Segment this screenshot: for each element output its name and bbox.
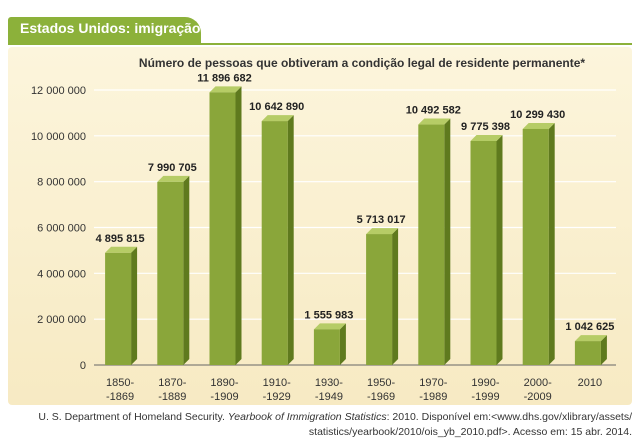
header-tab (8, 17, 201, 43)
bar-value-label: 11 896 682 (197, 72, 251, 84)
bar-side (183, 175, 190, 365)
bar (209, 86, 242, 365)
bar (470, 134, 503, 365)
bar-value-label: 1 042 625 (565, 321, 614, 333)
x-tick-label: -1969 (367, 391, 395, 403)
bar (105, 246, 138, 365)
bar-top (261, 115, 294, 122)
bar-side (131, 246, 138, 365)
chart-title: Número de pessoas que obtiveram a condiç… (139, 56, 585, 70)
bar-front (522, 128, 549, 365)
bar-top (313, 323, 346, 330)
x-tick-label: -1999 (471, 391, 499, 403)
x-tick-label: -1989 (419, 391, 447, 403)
bar-front (261, 121, 288, 366)
bar-top (470, 134, 503, 141)
source-line2: statistics/yearbook/2010/ois_yb_2010.pdf… (308, 426, 632, 438)
bar-top (366, 228, 399, 235)
bar-top (418, 118, 451, 125)
bar (261, 115, 294, 366)
bar-side (339, 323, 346, 365)
bar-front (313, 329, 340, 365)
bar-front (209, 92, 236, 365)
bar-front (105, 252, 132, 365)
x-tick-label: 1870- (158, 377, 186, 389)
bar-value-label: 10 299 430 (510, 109, 565, 121)
y-tick-label: 6 000 000 (37, 223, 86, 235)
bar-side (444, 118, 451, 365)
y-tick-label: 0 (80, 360, 86, 372)
bar-front (418, 124, 445, 365)
bar-value-label: 7 990 705 (148, 162, 197, 174)
bar (157, 175, 190, 365)
bar-value-label: 1 555 983 (304, 309, 353, 321)
bar-side (392, 228, 399, 365)
x-tick-label: 1850- (106, 377, 134, 389)
bars (105, 86, 607, 366)
bar-top (522, 122, 555, 129)
bar (366, 228, 399, 365)
bar (313, 323, 346, 365)
value-labels: 4 895 815 7 990 705 11 896 682 10 642 890 1 … (96, 72, 615, 333)
page-title: Estados Unidos: imigração (20, 20, 201, 36)
bar-top (157, 175, 190, 182)
bar-value-label: 4 895 815 (96, 233, 145, 245)
bar-value-label: 9 775 398 (461, 121, 510, 133)
x-tick-label: 2000- (524, 377, 552, 389)
bar-value-label: 10 492 582 (406, 105, 461, 117)
source-suffix: : 2010. Disponível em:<www.dhs.gov/xlibr… (386, 411, 632, 423)
bar-value-label: 5 713 017 (357, 214, 406, 226)
bar-front (470, 140, 497, 365)
bar-side (496, 134, 503, 365)
x-axis-ticks: 1850- -1869 1870- -1889 1890- -1909 1910- -1929… (106, 377, 602, 403)
bar-side (600, 335, 607, 365)
y-tick-label: 12 000 000 (31, 85, 86, 97)
bar-side (548, 122, 555, 365)
x-tick-label: 1910- (263, 377, 291, 389)
x-tick-label: 2010 (578, 377, 602, 389)
x-tick-label: 1950- (367, 377, 395, 389)
source-citation: U. S. Department of Homeland Security. Y… (8, 410, 632, 440)
bar-top (574, 335, 607, 342)
bar (522, 122, 555, 365)
y-tick-label: 8 000 000 (37, 177, 86, 189)
bar-top (209, 86, 242, 93)
x-tick-label: 1990- (471, 377, 499, 389)
bar-side (287, 115, 294, 366)
x-tick-label: 1970- (419, 377, 447, 389)
bar-front (574, 341, 601, 365)
bar-top (105, 246, 138, 253)
y-axis-ticks: 0 2 000 000 4 000 000 6 000 000 8 000 000 10 … (31, 85, 86, 372)
x-tick-label: -1909 (210, 391, 238, 403)
x-tick-label: -1889 (158, 391, 186, 403)
x-tick-label: 1930- (315, 377, 343, 389)
header-divider (8, 43, 632, 45)
y-tick-label: 10 000 000 (31, 131, 86, 143)
y-tick-label: 4 000 000 (37, 268, 86, 280)
x-tick-label: 1890- (210, 377, 238, 389)
bar-side (235, 86, 242, 365)
x-tick-label: -1869 (106, 391, 134, 403)
x-tick-label: -1949 (315, 391, 343, 403)
y-tick-label: 2 000 000 (37, 314, 86, 326)
x-tick-label: -2009 (524, 391, 552, 403)
x-tick-label: -1929 (263, 391, 291, 403)
source-prefix: U. S. Department of Homeland Security. (38, 411, 228, 423)
bar (574, 335, 607, 365)
bar (418, 118, 451, 365)
source-title: Yearbook of Immigration Statistics (227, 411, 387, 423)
bar-front (157, 181, 184, 365)
bar-value-label: 10 642 890 (249, 101, 304, 113)
bar-front (366, 234, 393, 365)
